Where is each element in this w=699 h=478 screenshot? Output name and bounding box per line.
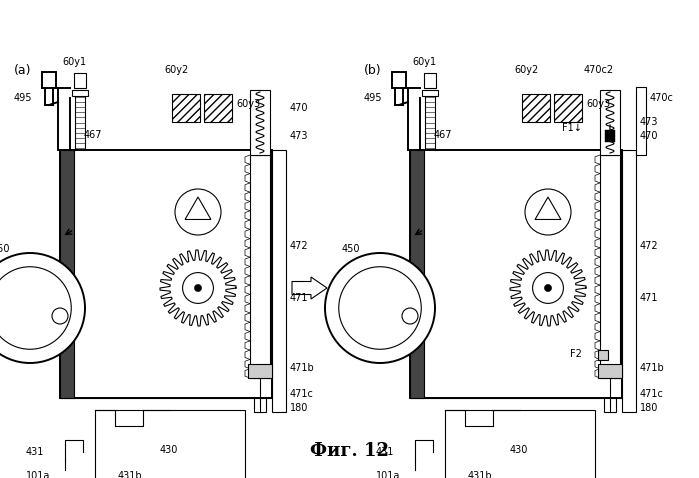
Polygon shape — [510, 250, 586, 326]
Text: 495: 495 — [14, 93, 32, 103]
Bar — [410, 150, 622, 398]
Text: 467: 467 — [84, 130, 103, 140]
Bar — [622, 150, 636, 412]
Text: 471: 471 — [290, 293, 308, 303]
Bar — [604, 398, 616, 412]
Bar — [598, 364, 622, 378]
FancyArrow shape — [292, 277, 327, 299]
Bar — [636, 87, 646, 155]
Text: 60y3: 60y3 — [236, 99, 260, 109]
Text: 471c: 471c — [640, 389, 664, 399]
Bar — [204, 94, 232, 122]
Text: F2: F2 — [570, 349, 582, 359]
Text: (b): (b) — [364, 64, 382, 76]
Circle shape — [0, 267, 71, 349]
Text: 450: 450 — [342, 244, 360, 254]
Circle shape — [325, 253, 435, 363]
Bar — [445, 410, 595, 478]
Text: 101a: 101a — [26, 471, 50, 478]
Text: 431b: 431b — [468, 471, 493, 478]
Text: 60y2: 60y2 — [514, 65, 538, 75]
Text: 471b: 471b — [640, 363, 665, 373]
Circle shape — [52, 308, 68, 324]
Bar — [60, 150, 272, 398]
Bar — [600, 155, 620, 378]
Bar — [424, 73, 436, 88]
Text: (a): (a) — [14, 64, 31, 76]
Circle shape — [533, 272, 563, 304]
Text: 473: 473 — [640, 117, 658, 127]
Text: F1↓: F1↓ — [562, 123, 582, 133]
Text: 60y1: 60y1 — [412, 57, 436, 67]
Bar — [250, 90, 270, 155]
Text: 180: 180 — [640, 403, 658, 413]
Circle shape — [402, 308, 418, 324]
Bar — [272, 150, 286, 412]
Bar — [95, 410, 245, 478]
Bar — [605, 130, 615, 142]
Bar — [74, 73, 86, 88]
Bar — [248, 364, 272, 378]
Text: 470: 470 — [640, 131, 658, 141]
Circle shape — [545, 284, 552, 292]
Bar — [522, 94, 550, 122]
Text: 471b: 471b — [290, 363, 315, 373]
Text: 473: 473 — [290, 131, 308, 141]
Text: 101a: 101a — [376, 471, 401, 478]
Circle shape — [525, 189, 571, 235]
Bar — [598, 350, 608, 360]
Text: 60y1: 60y1 — [62, 57, 86, 67]
Bar — [392, 72, 406, 88]
Circle shape — [0, 253, 85, 363]
Circle shape — [175, 189, 221, 235]
Text: 472: 472 — [640, 241, 658, 251]
Bar — [254, 398, 266, 412]
Text: 430: 430 — [160, 445, 178, 455]
Bar — [422, 90, 438, 96]
Circle shape — [194, 284, 201, 292]
Text: 470c2: 470c2 — [584, 65, 614, 75]
Text: 431: 431 — [376, 447, 394, 457]
Text: 60y2: 60y2 — [164, 65, 188, 75]
Bar — [172, 94, 200, 122]
Text: 495: 495 — [364, 93, 382, 103]
Bar — [600, 90, 620, 155]
Text: 450: 450 — [0, 244, 10, 254]
Text: 471c: 471c — [290, 389, 314, 399]
Text: 472: 472 — [290, 241, 309, 251]
Bar — [60, 150, 74, 398]
Text: Фиг. 12: Фиг. 12 — [310, 442, 389, 460]
Circle shape — [339, 267, 421, 349]
Bar — [42, 72, 56, 88]
Text: 431b: 431b — [118, 471, 143, 478]
Text: 431: 431 — [26, 447, 44, 457]
Text: 467: 467 — [434, 130, 452, 140]
Bar — [72, 90, 88, 96]
Bar — [410, 150, 424, 398]
Text: 60y3: 60y3 — [586, 99, 610, 109]
Bar — [554, 94, 582, 122]
Text: 470c: 470c — [650, 93, 674, 103]
Text: 471: 471 — [640, 293, 658, 303]
Text: 470: 470 — [290, 103, 308, 113]
Text: 180: 180 — [290, 403, 308, 413]
Bar — [250, 155, 270, 378]
Circle shape — [182, 272, 213, 304]
Polygon shape — [160, 250, 236, 326]
Text: 430: 430 — [510, 445, 528, 455]
